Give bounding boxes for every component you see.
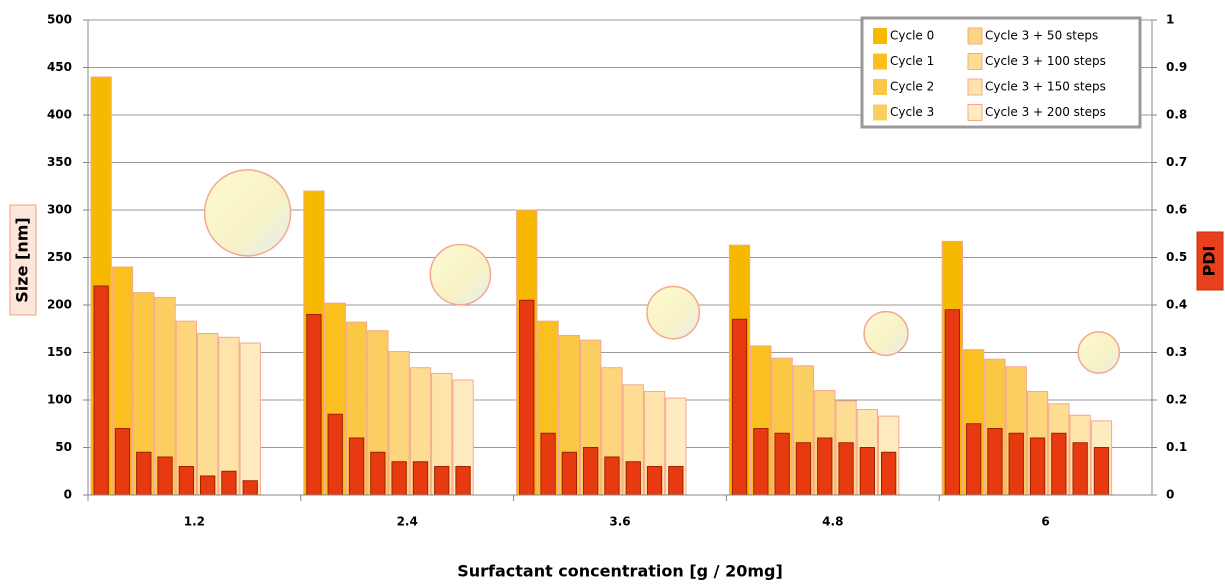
pdi-bar [732, 319, 746, 495]
pdi-bar [413, 462, 427, 495]
pdi-bar [818, 438, 832, 495]
x-axis-label: Surfactant concentration [g / 20mg] [457, 562, 783, 581]
legend-swatch [873, 54, 887, 70]
pdi-bar [882, 452, 896, 495]
legend-swatch [968, 79, 982, 95]
pdi-bar [371, 452, 385, 495]
pdi-bar [775, 433, 789, 495]
pdi-bar [945, 310, 959, 495]
legend-swatch [968, 105, 982, 121]
y-tick-label: 400 [47, 108, 72, 122]
y-tick-label: 450 [47, 60, 72, 74]
pdi-bar [669, 467, 683, 496]
pdi-bar [860, 448, 874, 496]
y2-tick-label: 0.3 [1166, 345, 1187, 359]
bubble [205, 170, 291, 256]
pdi-bar [201, 476, 215, 495]
pdi-bar [796, 443, 810, 495]
bars [91, 77, 1119, 495]
bar [240, 343, 260, 495]
pdi-bar [626, 462, 640, 495]
legend-swatch [968, 54, 982, 70]
legend-label: Cycle 3 + 100 steps [985, 54, 1106, 68]
y-tick-label: 0 [64, 488, 72, 502]
pdi-bar [307, 315, 321, 496]
legend-label: Cycle 3 + 200 steps [985, 105, 1106, 119]
x-tick-label: 3.6 [609, 515, 630, 529]
pdi-bar [328, 414, 342, 495]
legend-label: Cycle 3 + 150 steps [985, 80, 1106, 94]
y2-axis-label: PDI [1200, 246, 1219, 277]
legend-swatch [968, 28, 982, 44]
bubble [864, 312, 908, 356]
y-tick-label: 500 [47, 13, 72, 27]
pdi-bar [541, 433, 555, 495]
legend-label: Cycle 3 [890, 105, 934, 119]
pdi-bar [520, 300, 534, 495]
y2-tick-label: 0.1 [1166, 440, 1187, 454]
y2-tick-label: 0.5 [1166, 250, 1187, 264]
y-tick-label: 100 [47, 393, 72, 407]
legend-swatch [873, 79, 887, 95]
pdi-bar [158, 457, 172, 495]
y2-tick-label: 0.6 [1166, 203, 1187, 217]
pdi-bar [349, 438, 363, 495]
y2-tick-label: 0 [1166, 488, 1174, 502]
pdi-bar [562, 452, 576, 495]
pdi-bar [243, 481, 257, 495]
pdi-bar [967, 424, 981, 495]
y-tick-label: 150 [47, 345, 72, 359]
y-tick-label: 350 [47, 155, 72, 169]
y2-tick-label: 0.2 [1166, 393, 1187, 407]
x-tick-label: 1.2 [184, 515, 205, 529]
legend-label: Cycle 2 [890, 80, 934, 94]
pdi-bar [839, 443, 853, 495]
y2-tick-label: 1 [1166, 13, 1174, 27]
pdi-bar [179, 467, 193, 496]
y2-tick-label: 0.4 [1166, 298, 1187, 312]
legend-label: Cycle 0 [890, 29, 934, 43]
y-tick-label: 300 [47, 203, 72, 217]
bar [198, 334, 218, 496]
x-tick-label: 2.4 [397, 515, 418, 529]
pdi-bar [584, 448, 598, 496]
pdi-bar [94, 286, 108, 495]
legend-label: Cycle 1 [890, 54, 934, 68]
bubble [1078, 332, 1119, 373]
y-tick-label: 50 [55, 440, 72, 454]
y2-tick-label: 0.8 [1166, 108, 1187, 122]
pdi-bar [647, 467, 661, 496]
pdi-bar [1052, 433, 1066, 495]
pdi-bar [1030, 438, 1044, 495]
pdi-bar [435, 467, 449, 496]
pdi-bar [137, 452, 151, 495]
pdi-bar [605, 457, 619, 495]
bubble [647, 286, 699, 338]
legend-label: Cycle 3 + 50 steps [985, 29, 1098, 43]
pdi-bar [754, 429, 768, 496]
pdi-bar [115, 429, 129, 496]
pdi-bar [456, 467, 470, 496]
pdi-bar [392, 462, 406, 495]
pdi-bar [1073, 443, 1087, 495]
x-tick-label: 4.8 [822, 515, 843, 529]
y-axis-label: Size [nm] [13, 217, 32, 302]
legend-swatch [873, 105, 887, 121]
pdi-bar [1009, 433, 1023, 495]
pdi-bar [222, 471, 236, 495]
y2-tick-label: 0.9 [1166, 60, 1187, 74]
y-tick-label: 250 [47, 250, 72, 264]
x-tick-label: 6 [1041, 515, 1049, 529]
legend-swatch [873, 28, 887, 44]
pdi-bar [1094, 448, 1108, 496]
bubble [430, 245, 490, 305]
chart: Size [nm] PDI Surfactant concentration [… [0, 0, 1225, 584]
pdi-bar [988, 429, 1002, 496]
y-tick-label: 200 [47, 298, 72, 312]
y2-tick-label: 0.7 [1166, 155, 1187, 169]
